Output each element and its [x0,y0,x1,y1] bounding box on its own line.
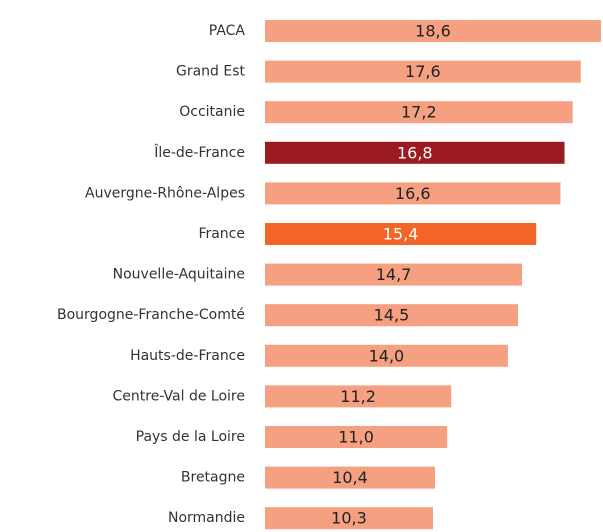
bar [265,20,601,42]
bar [265,263,523,286]
bar [265,426,448,448]
value-label: 16,6 [395,184,431,203]
value-label: 11,2 [340,387,376,406]
category-label: Grand Est [176,64,246,80]
category-label: Hauts-de-France [130,348,245,364]
bar [265,304,518,327]
category-label: Nouvelle-Aquitaine [113,267,245,283]
category-label: Île-de-France [153,143,245,161]
category-label: Centre-Val de Loire [113,388,245,404]
category-label: PACA [209,23,246,39]
category-label: Occitanie [179,104,245,120]
bar [265,60,581,83]
bar [265,223,537,245]
bar [265,141,565,164]
bar [265,182,561,205]
bar [265,101,573,124]
bar [265,507,433,530]
bar [265,344,508,367]
value-label: 10,3 [331,509,367,528]
value-label: 16,8 [397,143,433,162]
value-label: 18,6 [415,22,451,41]
bar [265,466,436,489]
value-label: 14,7 [376,265,412,284]
value-label: 14,0 [369,346,405,365]
category-label: Bretagne [181,470,245,486]
value-label: 17,2 [401,103,437,122]
value-label: 14,5 [374,306,410,325]
category-label: Normandie [168,510,245,526]
category-label: France [198,226,245,242]
category-label: Pays de la Loire [136,429,245,445]
bar [265,385,452,408]
value-label: 11,0 [338,428,374,447]
category-label: Bourgogne-Franche-Comté [57,307,245,323]
category-label: Auvergne-Rhône-Alpes [85,185,245,201]
value-label: 10,4 [332,468,368,487]
value-label: 17,6 [405,62,441,81]
value-label: 15,4 [383,225,419,244]
